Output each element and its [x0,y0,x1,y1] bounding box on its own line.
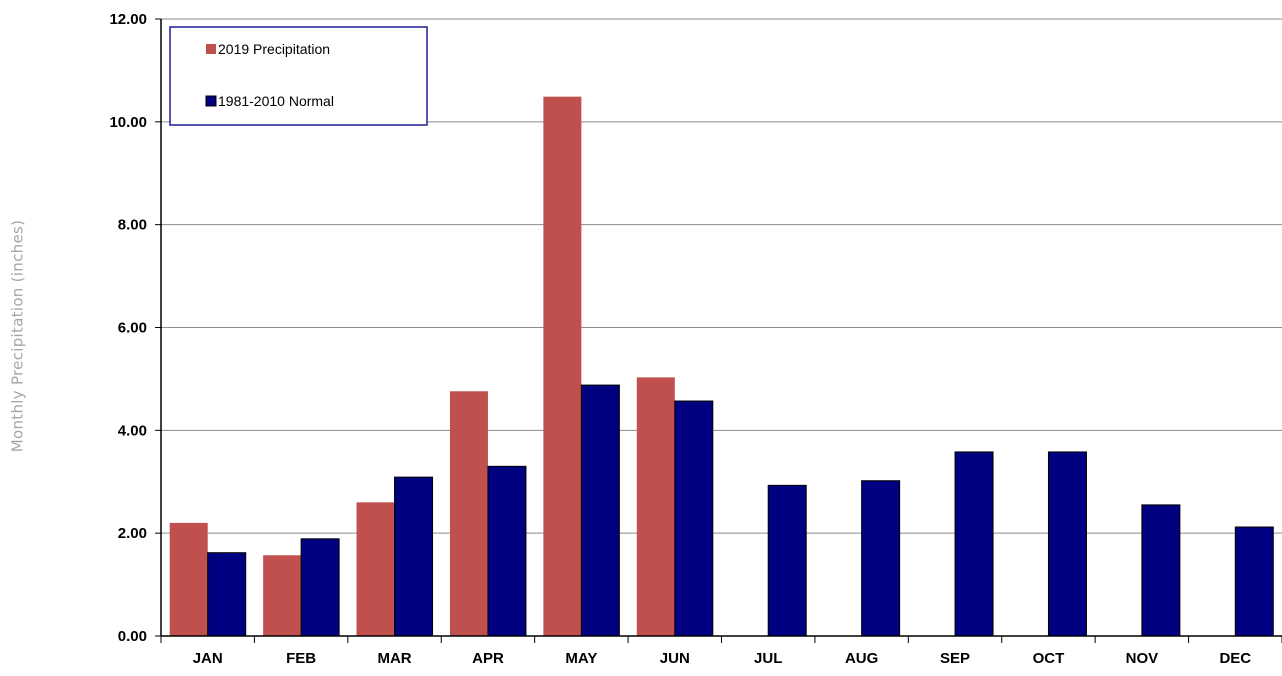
legend-label-2019: 2019 Precipitation [218,41,330,57]
x-tick-label: NOV [1126,650,1159,667]
y-tick-label: 2.00 [118,525,147,542]
bar-normal-apr [487,465,527,637]
x-tick-label: JAN [193,650,223,667]
bar-2019-mar [356,502,395,636]
bar-normal-jul [767,484,807,637]
y-tick-label: 10.00 [109,114,147,131]
x-tick-label: SEP [940,650,970,667]
bar-normal-jan [207,552,247,637]
x-tick-label: APR [472,650,504,667]
bar-normal-sep [954,451,994,637]
bar-normal-oct [1047,451,1087,637]
y-tick-label: 8.00 [118,217,147,234]
y-axis-label-text: Monthly Precipitation (inches) [8,219,26,452]
x-tick-label: OCT [1033,650,1065,667]
legend-box [169,26,428,126]
y-tick-label: 4.00 [118,422,147,439]
bar-normal-mar [394,476,434,637]
bar-normal-feb [300,538,340,637]
x-tick-label: DEC [1219,650,1251,667]
legend-label-normal: 1981-2010 Normal [218,93,334,109]
legend-swatch-normal [205,95,217,107]
bar-normal-jun [674,400,714,637]
legend-swatch-2019 [206,44,216,54]
bar-normal-dec [1234,526,1274,637]
bar-2019-jun [636,377,675,636]
bar-2019-apr [449,391,488,636]
y-tick-label: 12.00 [109,11,147,28]
y-axis-label: Monthly Precipitation (inches) [0,0,34,671]
y-tick-label: 6.00 [118,320,147,337]
x-tick-label: JUL [754,650,782,667]
bar-normal-aug [861,480,901,637]
bar-normal-nov [1141,504,1181,637]
bar-2019-jan [169,522,208,636]
bar-normal-may [580,384,620,637]
x-tick-label: FEB [286,650,316,667]
x-tick-label: MAR [377,650,411,667]
x-tick-label: JUN [660,650,690,667]
y-tick-label: 0.00 [118,628,147,645]
bar-2019-may [543,96,582,637]
bar-2019-feb [263,555,302,636]
x-tick-label: MAY [565,650,597,667]
x-tick-label: AUG [845,650,878,667]
